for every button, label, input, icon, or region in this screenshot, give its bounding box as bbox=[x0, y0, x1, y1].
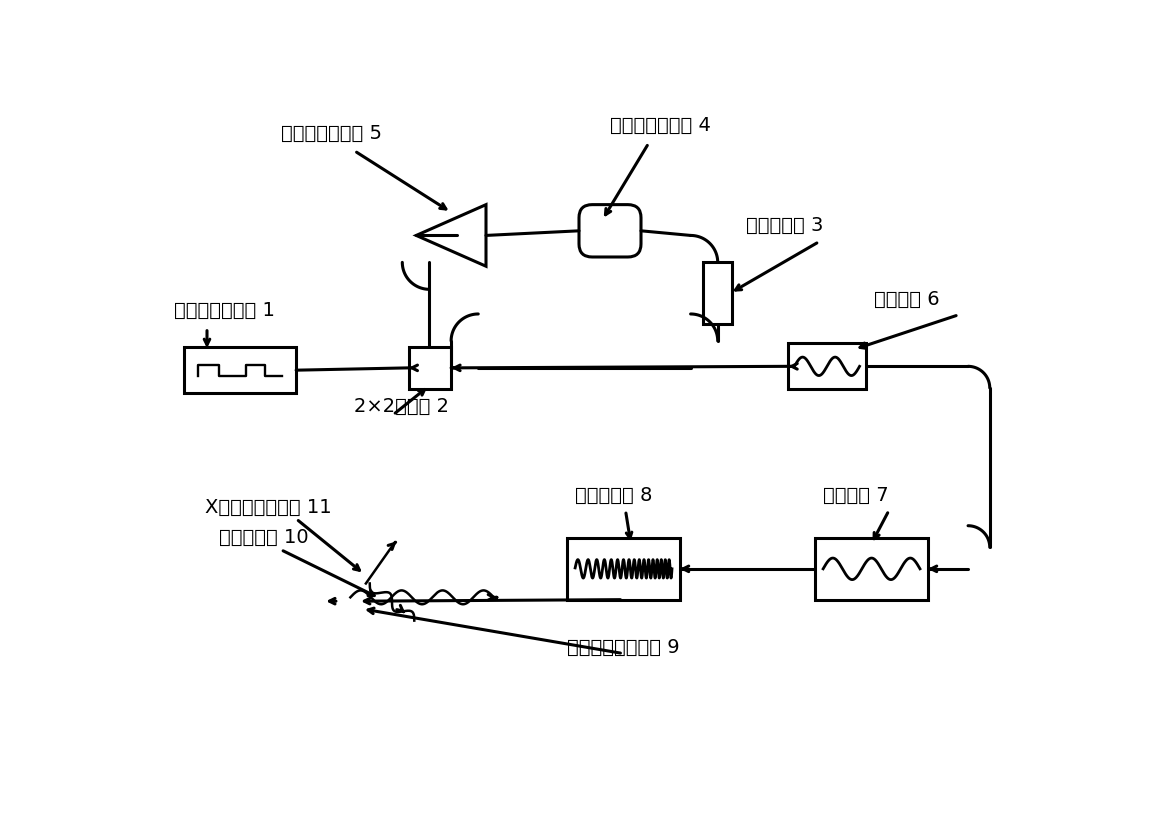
Text: X射线源脉冲序列 11: X射线源脉冲序列 11 bbox=[205, 498, 332, 517]
Bar bbox=[703, 263, 732, 324]
FancyBboxPatch shape bbox=[579, 205, 641, 257]
Text: 宽带相位调制器 4: 宽带相位调制器 4 bbox=[610, 117, 711, 135]
Bar bbox=[183, 347, 296, 393]
Text: 超短激光脉冲序列 9: 超短激光脉冲序列 9 bbox=[567, 638, 680, 658]
Text: 纳秒脉冲激光器 1: 纳秒脉冲激光器 1 bbox=[174, 301, 275, 320]
Text: 预放大器 6: 预放大器 6 bbox=[873, 289, 940, 309]
Bar bbox=[815, 538, 928, 600]
Bar bbox=[567, 538, 680, 600]
Text: 脉冲电子束 10: 脉冲电子束 10 bbox=[218, 529, 309, 547]
Text: 2×2光开关 2: 2×2光开关 2 bbox=[354, 398, 449, 416]
Text: 主放大器 7: 主放大器 7 bbox=[824, 486, 889, 505]
Text: 增益补偿放大器 5: 增益补偿放大器 5 bbox=[281, 124, 382, 143]
Polygon shape bbox=[416, 205, 486, 266]
Bar bbox=[408, 347, 451, 389]
Text: 脉冲压缩器 8: 脉冲压缩器 8 bbox=[575, 486, 652, 505]
Bar bbox=[789, 343, 865, 389]
Text: 可调延迟器 3: 可调延迟器 3 bbox=[746, 216, 822, 236]
